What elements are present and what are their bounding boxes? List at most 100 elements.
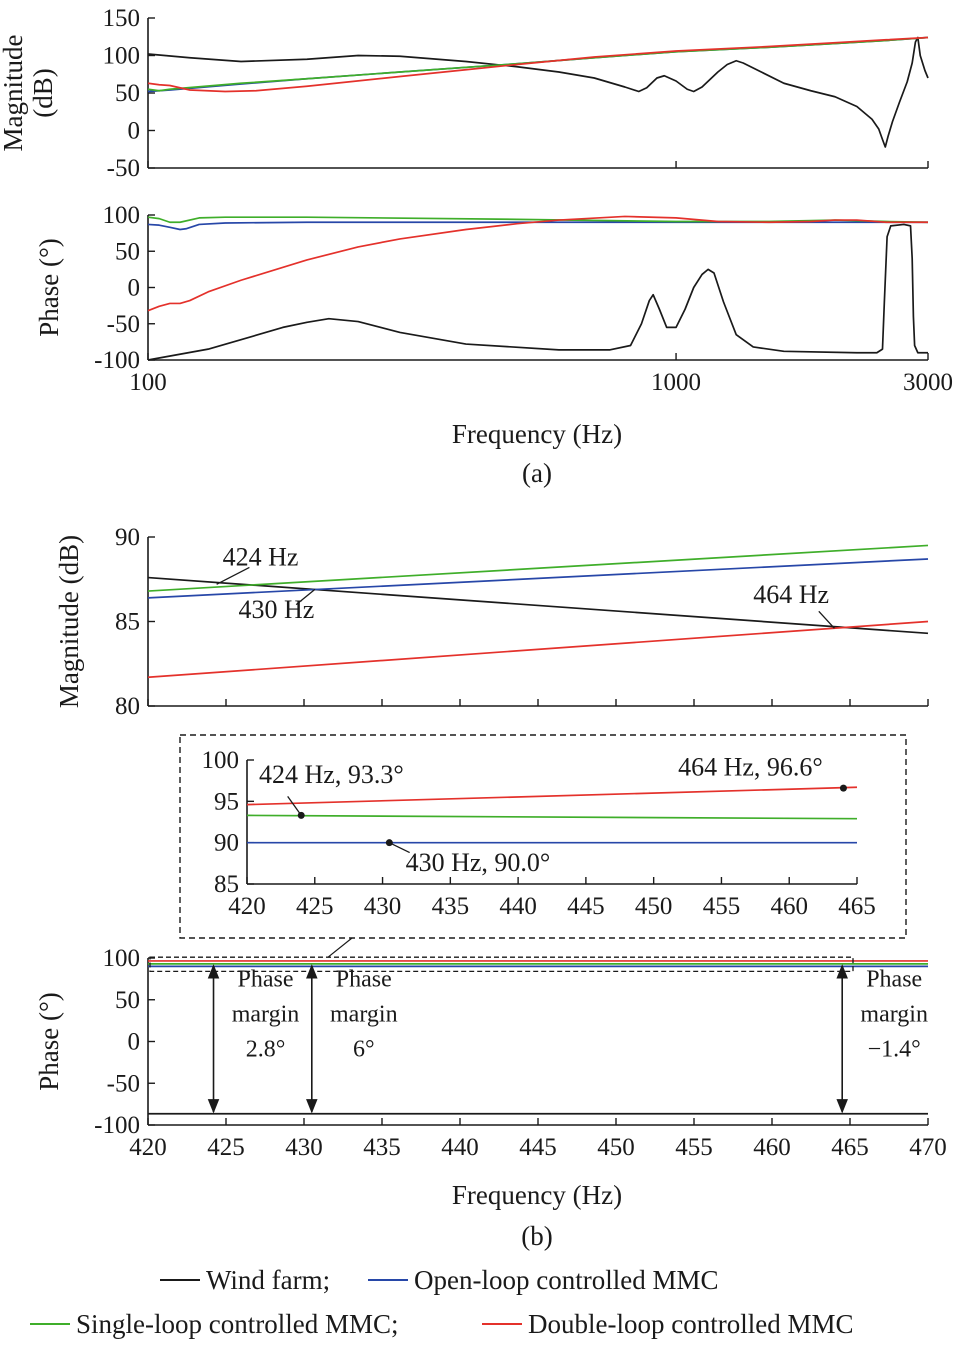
b_phase-ytick-label: 50 (115, 987, 140, 1014)
inset-marker-point (839, 784, 847, 792)
a_mag-ytick-label: 0 (128, 118, 141, 145)
b_inset-xtick-label: 430 (364, 893, 402, 920)
zoom-region (149, 956, 854, 973)
b_mag-ytick-label: 90 (115, 524, 140, 551)
panel-a-xlabel: Frequency (Hz) (452, 419, 622, 449)
b_inset-series-single-loop (246, 814, 858, 820)
a_phase-ytick-label: 100 (103, 202, 141, 229)
a_phase-ytick-label: -50 (107, 311, 140, 338)
annotation-430hz: 430 Hz (238, 595, 314, 624)
panel-b-magnitude-ylabel: Magnitude (dB) (54, 535, 84, 708)
b_inset-ytick-label: 85 (214, 871, 239, 898)
phase-margin-label: −1.4° (868, 1036, 921, 1062)
legend-label-single-loop: Single-loop controlled MMC; (76, 1309, 398, 1339)
phase-margin-label: margin (330, 1001, 398, 1027)
b_phase-xtick-label: 450 (597, 1134, 635, 1161)
inset-leader (389, 842, 410, 854)
annotation-424hz: 424 Hz (223, 542, 299, 571)
b_inset-ytick-label: 100 (202, 747, 240, 774)
b_inset-xtick-label: 460 (770, 893, 808, 920)
b_phase-xtick-label: 465 (831, 1134, 869, 1161)
b_inset-xtick-label: 425 (296, 893, 334, 920)
a_phase-xtick-label: 100 (129, 369, 167, 396)
phase-margin-label: margin (860, 1001, 928, 1027)
ylabel-line: Magnitude (0, 34, 28, 151)
b_inset-xtick-label: 435 (432, 893, 470, 920)
b_inset-xtick-label: 440 (499, 893, 537, 920)
b_mag-series-wind-farm (147, 576, 929, 635)
phase-margin-label: margin (232, 1001, 300, 1027)
phase-margin-label: Phase (336, 966, 392, 992)
panel-b-caption: (b) (521, 1221, 552, 1251)
a_phase-xtick-label: 3000 (903, 369, 953, 396)
panel-b-magnitude: 90 85 80 Magnitude (dB) 424 Hz 430 Hz 464 Hz (54, 524, 929, 720)
inset-label-424hz: 424 Hz, 93.3° (259, 760, 404, 789)
a_mag-series-double-loop (147, 36, 929, 93)
panel-a-magnitude-ylabel: Magnitude(dB) (0, 34, 58, 151)
inset-leader (287, 795, 302, 816)
a_phase-series-open-loop (147, 221, 928, 231)
b_mag-ytick-label: 85 (115, 609, 140, 636)
zoom-connector (327, 937, 353, 958)
a_phase-series-wind-farm (147, 223, 928, 361)
b_phase-ytick-label: 100 (103, 945, 141, 972)
phase-margin-label: Phase (238, 966, 294, 992)
b_phase-xtick-label: 440 (441, 1134, 479, 1161)
b_phase-xtick-label: 430 (285, 1134, 323, 1161)
b_mag-series-open-loop (147, 558, 929, 599)
inset-label-430hz: 430 Hz, 90.0° (406, 848, 551, 877)
a_phase-ytick-label: 0 (128, 275, 141, 302)
b_phase-xtick-label: 460 (753, 1134, 791, 1161)
ylabel-line: (dB) (28, 68, 58, 118)
annotation-leader (818, 610, 835, 629)
b_phase-xtick-label: 420 (129, 1134, 167, 1161)
b_inset-xtick-label: 455 (703, 893, 741, 920)
phase-margin-label: Phase (866, 966, 922, 992)
a_phase-ytick-label: -100 (94, 347, 140, 374)
b_inset-series-double-loop (246, 786, 858, 806)
legend-label-double-loop: Double-loop controlled MMC (528, 1309, 853, 1339)
b_phase-xtick-label: 455 (675, 1134, 713, 1161)
phase-margin-label: 2.8° (246, 1036, 286, 1062)
annotation-464hz: 464 Hz (753, 580, 829, 609)
a_phase-xtick-label: 1000 (651, 369, 701, 396)
b_phase-ytick-label: -100 (94, 1112, 140, 1139)
phase-margin-label: 6° (353, 1036, 375, 1062)
b_phase-xtick-label: 470 (909, 1134, 947, 1161)
b_mag-series-double-loop (147, 620, 929, 679)
panel-a-magnitude: 150 100 50 0 -50 Magnitude(dB) (0, 5, 929, 182)
b_mag-ytick-label: 80 (115, 693, 140, 720)
annotation-leader (216, 566, 250, 585)
a_mag-ytick-label: -50 (107, 155, 140, 182)
panel-a-caption: (a) (522, 458, 552, 488)
b_phase-xtick-label: 425 (207, 1134, 245, 1161)
b_phase-xtick-label: 445 (519, 1134, 557, 1161)
b_phase-ytick-label: -50 (107, 1070, 140, 1097)
b_mag-series-single-loop (147, 544, 929, 592)
legend-label-open-loop: Open-loop controlled MMC (414, 1265, 718, 1295)
panel-b-xlabel: Frequency (Hz) (452, 1180, 622, 1210)
b_inset-xtick-label: 465 (838, 893, 876, 920)
a_mag-ytick-label: 100 (103, 43, 141, 70)
b_phase-ytick-label: 0 (128, 1029, 141, 1056)
panel-b-phase-ylabel: Phase (°) (34, 992, 64, 1091)
b_inset-xtick-label: 420 (228, 893, 266, 920)
annotation-leader (295, 588, 316, 606)
panel-a-phase-ylabel: Phase (°) (34, 238, 64, 337)
inset-label-464hz: 464 Hz, 96.6° (678, 753, 823, 782)
b_inset-xtick-label: 445 (567, 893, 605, 920)
b_inset-ytick-label: 90 (214, 830, 239, 857)
b_inset-ytick-label: 95 (214, 788, 239, 815)
a_phase-series-double-loop (147, 215, 928, 312)
legend: Wind farm; Open-loop controlled MMC Sing… (30, 1265, 853, 1339)
a_mag-ytick-label: 50 (115, 80, 140, 107)
b_phase-xtick-label: 435 (363, 1134, 401, 1161)
legend-label-wind-farm: Wind farm; (206, 1265, 330, 1295)
b_inset-xtick-label: 450 (635, 893, 673, 920)
a_phase-ytick-label: 50 (115, 238, 140, 265)
inset-dashed-frame (179, 734, 907, 939)
